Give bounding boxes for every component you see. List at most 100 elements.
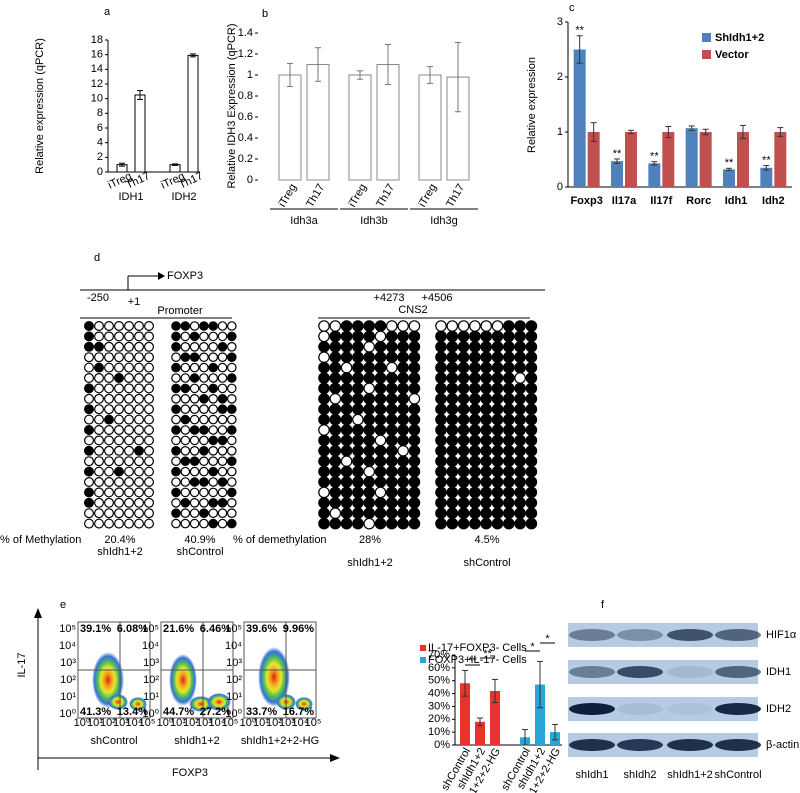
cpg-site <box>363 424 375 436</box>
cpg-site <box>480 476 492 488</box>
density-blob <box>108 694 128 710</box>
cpg-site <box>189 393 200 404</box>
cpg-site <box>144 445 155 456</box>
cpg-site <box>385 320 398 332</box>
cpg-site <box>123 445 134 456</box>
cpg-site <box>525 372 538 384</box>
cpg-site <box>514 434 526 447</box>
cpg-site <box>491 465 504 478</box>
cpg-site <box>103 518 114 529</box>
cpg-site <box>385 330 398 343</box>
position-label: +4506 <box>422 292 453 304</box>
cpg-site <box>435 486 447 499</box>
cpg-site <box>208 414 218 425</box>
cpg-site <box>363 496 375 509</box>
cpg-site <box>374 444 387 457</box>
x-tick-label: iTreg <box>276 182 299 209</box>
cpg-site <box>189 487 200 498</box>
cpg-site <box>144 487 155 498</box>
cpg-site <box>525 320 538 332</box>
tick-label: 10³ <box>60 657 76 669</box>
cpg-site <box>352 413 364 426</box>
cpg-site <box>180 425 191 435</box>
percent-label: 40.9% <box>184 534 215 546</box>
cpg-site <box>491 517 504 530</box>
y-tick-label: 1.4 <box>238 27 253 39</box>
bar <box>611 161 623 187</box>
cpg-site <box>83 362 94 373</box>
cpg-site <box>340 372 353 384</box>
cpg-site <box>408 424 421 436</box>
cpg-site <box>318 382 330 395</box>
cpg-site <box>208 518 218 529</box>
error-bar <box>552 723 558 741</box>
cpg-site <box>491 455 504 467</box>
cpg-site <box>171 331 181 342</box>
cpg-site <box>93 321 104 332</box>
cpg-site <box>189 352 200 362</box>
cpg-site <box>144 425 155 436</box>
y-tick-label: 6 <box>97 122 103 134</box>
cpg-site <box>93 414 104 425</box>
cpg-site <box>491 392 504 405</box>
cpg-site <box>408 507 421 519</box>
cpg-site <box>435 403 447 415</box>
cpg-site <box>180 331 191 342</box>
cpg-site <box>502 351 515 363</box>
cpg-site <box>385 465 398 478</box>
cpg-site <box>329 403 342 415</box>
cpg-site <box>340 517 353 530</box>
cpg-site <box>199 487 209 498</box>
cpg-site <box>374 517 387 530</box>
cpg-site <box>123 456 134 467</box>
cpg-site <box>134 508 145 519</box>
cpg-site <box>352 476 364 488</box>
y-tick-label: 40% <box>428 687 450 699</box>
cpg-site <box>457 361 470 374</box>
cpg-site <box>208 508 218 518</box>
cpg-site <box>134 466 145 477</box>
cpg-site <box>83 373 94 384</box>
cpg-site <box>340 320 353 332</box>
cpg-site <box>525 476 538 488</box>
cpg-site <box>525 455 538 467</box>
cpg-site <box>208 383 218 394</box>
cpg-site <box>446 476 459 488</box>
cpg-site <box>93 518 104 529</box>
cpg-site <box>227 362 237 373</box>
tick-label: 10⁴ <box>142 640 159 652</box>
cpg-site <box>385 424 398 436</box>
cpg-site <box>446 424 459 436</box>
lane-label: shControl <box>714 769 761 781</box>
cpg-site <box>103 321 114 332</box>
blot-band <box>715 739 761 751</box>
cpg-site <box>408 361 421 374</box>
y-tick-label: 20% <box>428 713 450 725</box>
tick-label: 10¹ <box>143 691 159 703</box>
legend-label: IL-17+FOXP3- Cells <box>428 642 527 654</box>
error-bar <box>287 62 293 88</box>
cpg-site <box>385 434 398 447</box>
cpg-site <box>408 403 421 415</box>
cpg-site <box>514 496 526 509</box>
cpg-site <box>469 465 481 478</box>
cpg-site <box>318 517 330 530</box>
cpg-site <box>435 382 447 395</box>
cpg-site <box>113 466 124 477</box>
cpg-site <box>374 413 387 426</box>
cpg-site <box>189 435 200 446</box>
tick-label: 10⁴ <box>225 640 242 652</box>
cpg-site <box>385 476 398 488</box>
y-tick-label: 1 <box>247 69 253 81</box>
y-tick-label: 50% <box>428 675 450 687</box>
cpg-site <box>352 403 364 415</box>
region-label: CNS2 <box>398 304 427 316</box>
cpg-site <box>318 424 330 436</box>
cpg-site <box>397 361 409 374</box>
cpg-site <box>340 465 353 478</box>
cpg-site <box>180 321 191 331</box>
cpg-site <box>189 373 200 383</box>
panel-letter: d <box>94 252 100 264</box>
tick-label: 10³ <box>279 717 295 729</box>
cpg-site <box>408 455 421 467</box>
